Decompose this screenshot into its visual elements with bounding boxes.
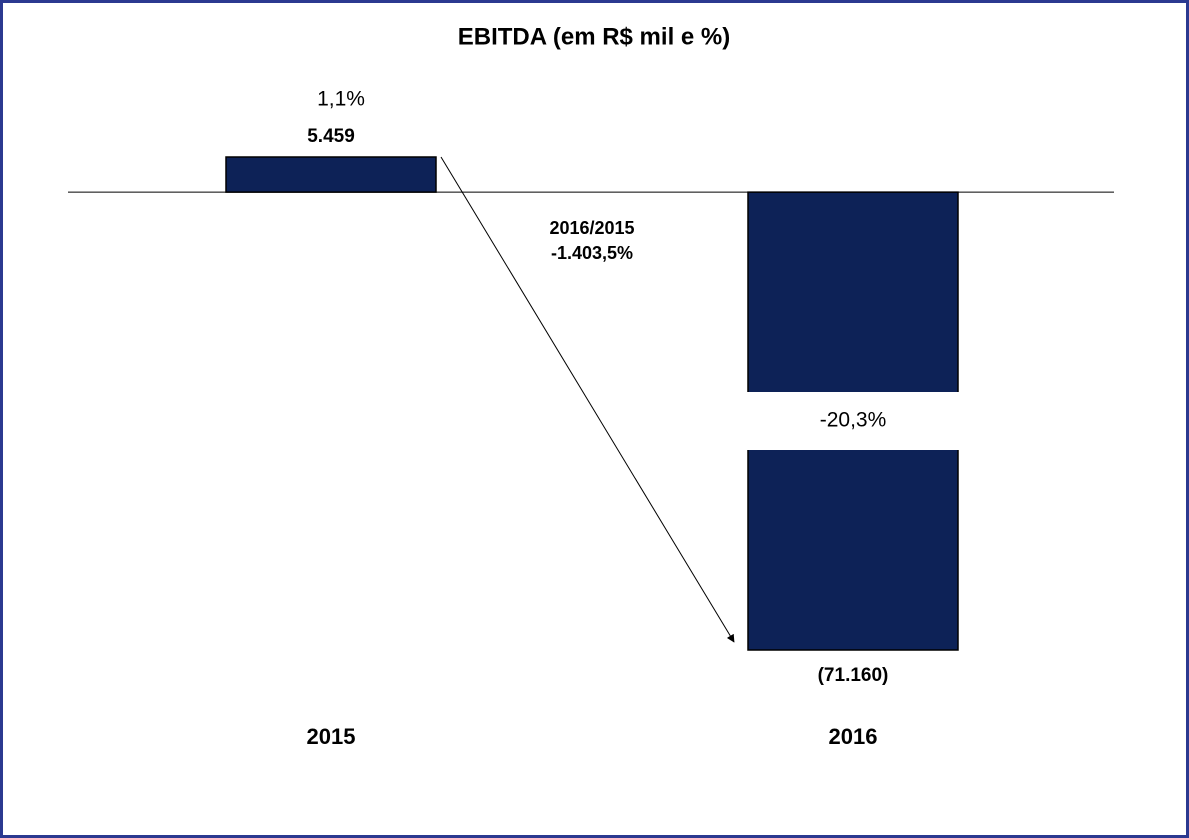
bar-break [746, 392, 960, 450]
margin-label: 1,1% [317, 88, 365, 111]
bar [225, 156, 437, 193]
chart-title: EBITDA (em R$ mil e %) [458, 23, 731, 50]
variation-arrow [440, 156, 735, 643]
variation-value: -1.403,5% [551, 243, 633, 263]
value-label: (71.160) [818, 665, 889, 686]
value-label: 5.459 [307, 126, 355, 147]
x-tick-label: 2016 [829, 724, 878, 749]
x-tick-label: 2015 [307, 724, 356, 749]
margin-label: -20,3% [820, 409, 887, 432]
variation-label: 2016/2015 [549, 218, 634, 238]
